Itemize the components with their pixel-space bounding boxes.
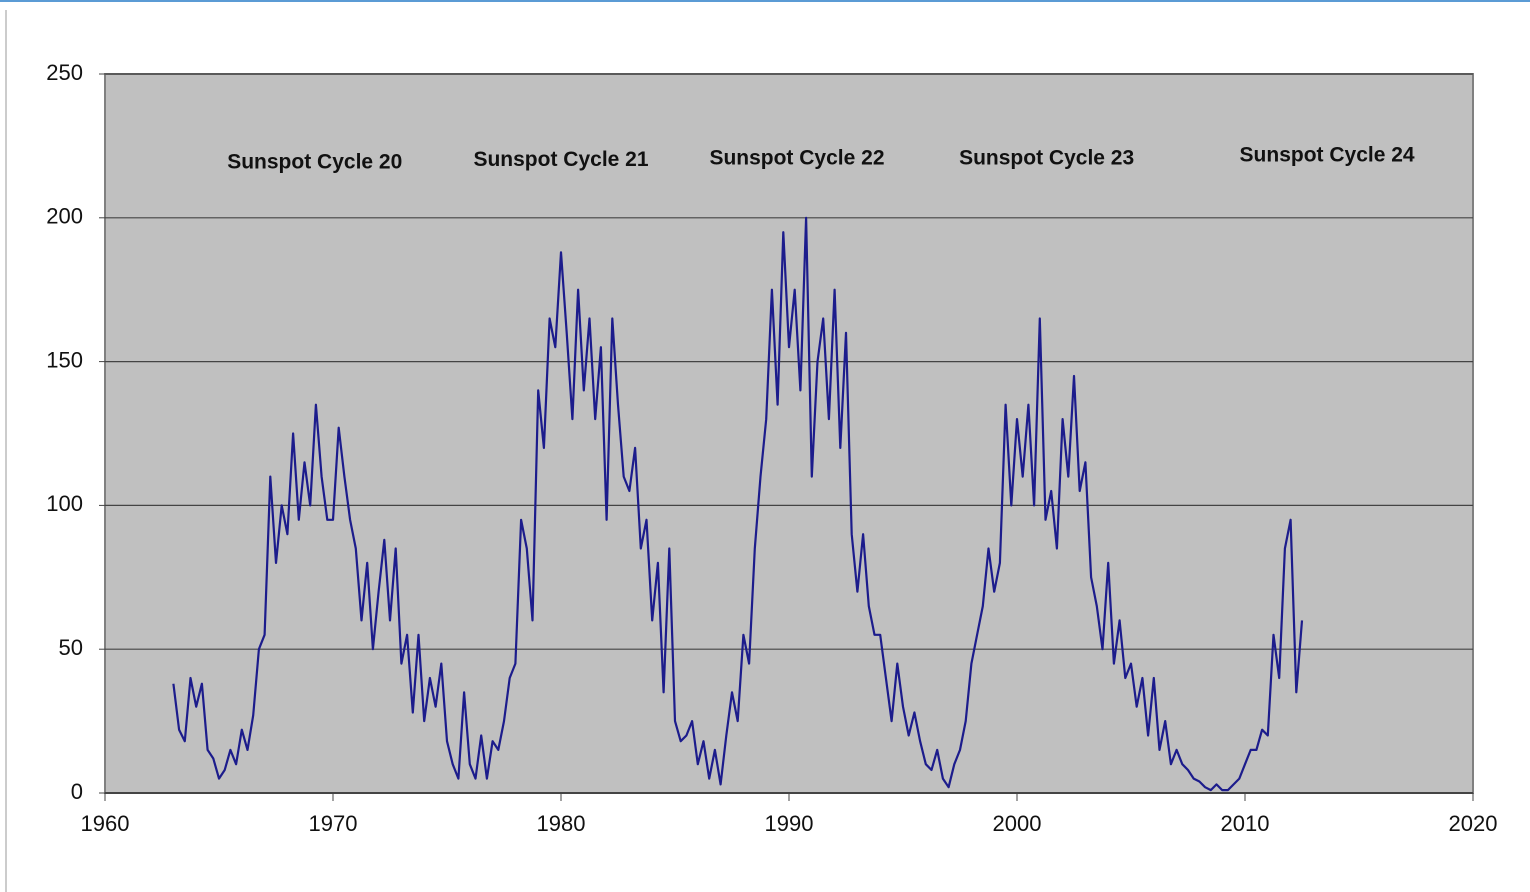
annotation: Sunspot Cycle 22 (709, 146, 884, 169)
y-tick-label: 0 (71, 779, 83, 804)
plot-area: 0 50 100 150 200 250 1960 1970 1980 1990 2000 2010 2… (46, 60, 1497, 836)
y-tick-label: 50 (59, 635, 83, 660)
x-tick-label: 2010 (1221, 811, 1270, 836)
y-tick-label: 200 (46, 204, 83, 229)
x-tick-label: 1970 (309, 811, 358, 836)
data-line (172, 216, 1304, 792)
y-tick-label: 100 (46, 491, 83, 516)
annotation: Sunspot Cycle 20 (227, 151, 402, 174)
x-tick-label: 2020 (1449, 811, 1498, 836)
x-tick-label: 1990 (765, 811, 814, 836)
annotation: Sunspot Cycle 24 (1240, 144, 1415, 167)
annotation: Sunspot Cycle 21 (473, 148, 648, 171)
plot-background (104, 73, 1474, 794)
x-tick-label: 2000 (993, 811, 1042, 836)
y-tick-label: 150 (46, 347, 83, 372)
annotation: Sunspot Cycle 23 (959, 146, 1134, 169)
x-tick-label: 1980 (537, 811, 586, 836)
x-tick-label: 1960 (81, 811, 130, 836)
y-tick-label: 250 (46, 60, 83, 85)
